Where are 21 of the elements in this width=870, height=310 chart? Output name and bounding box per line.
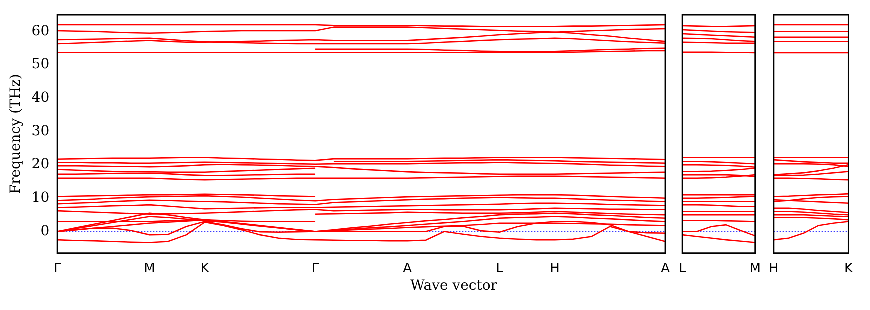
y-tick-label: 20 [32,156,50,173]
y-axis-title: Frequency (THz) [8,74,24,194]
y-tick-label: 50 [32,56,50,73]
x-tick-label: M [144,262,156,277]
x-tick-label: L [496,262,504,277]
y-tick-label: 10 [32,190,50,206]
y-tick-label: 0 [40,223,50,240]
x-tick-label: H [768,262,779,277]
x-tick-label: Γ [312,262,320,277]
x-tick-label: K [200,262,210,277]
y-tick-label: 40 [32,90,50,106]
x-tick-label: L [678,262,687,277]
y-tick-label: 60 [32,23,50,40]
x-tick-label: M [750,262,761,277]
x-tick-label: A [403,262,412,277]
x-tick-label: Γ [54,262,62,277]
x-tick-label: K [844,262,854,277]
x-tick-label: H [550,262,560,277]
y-tick-label: 30 [32,123,50,140]
x-tick-label: A [661,262,670,277]
x-axis-title: Wave vector [410,278,498,294]
